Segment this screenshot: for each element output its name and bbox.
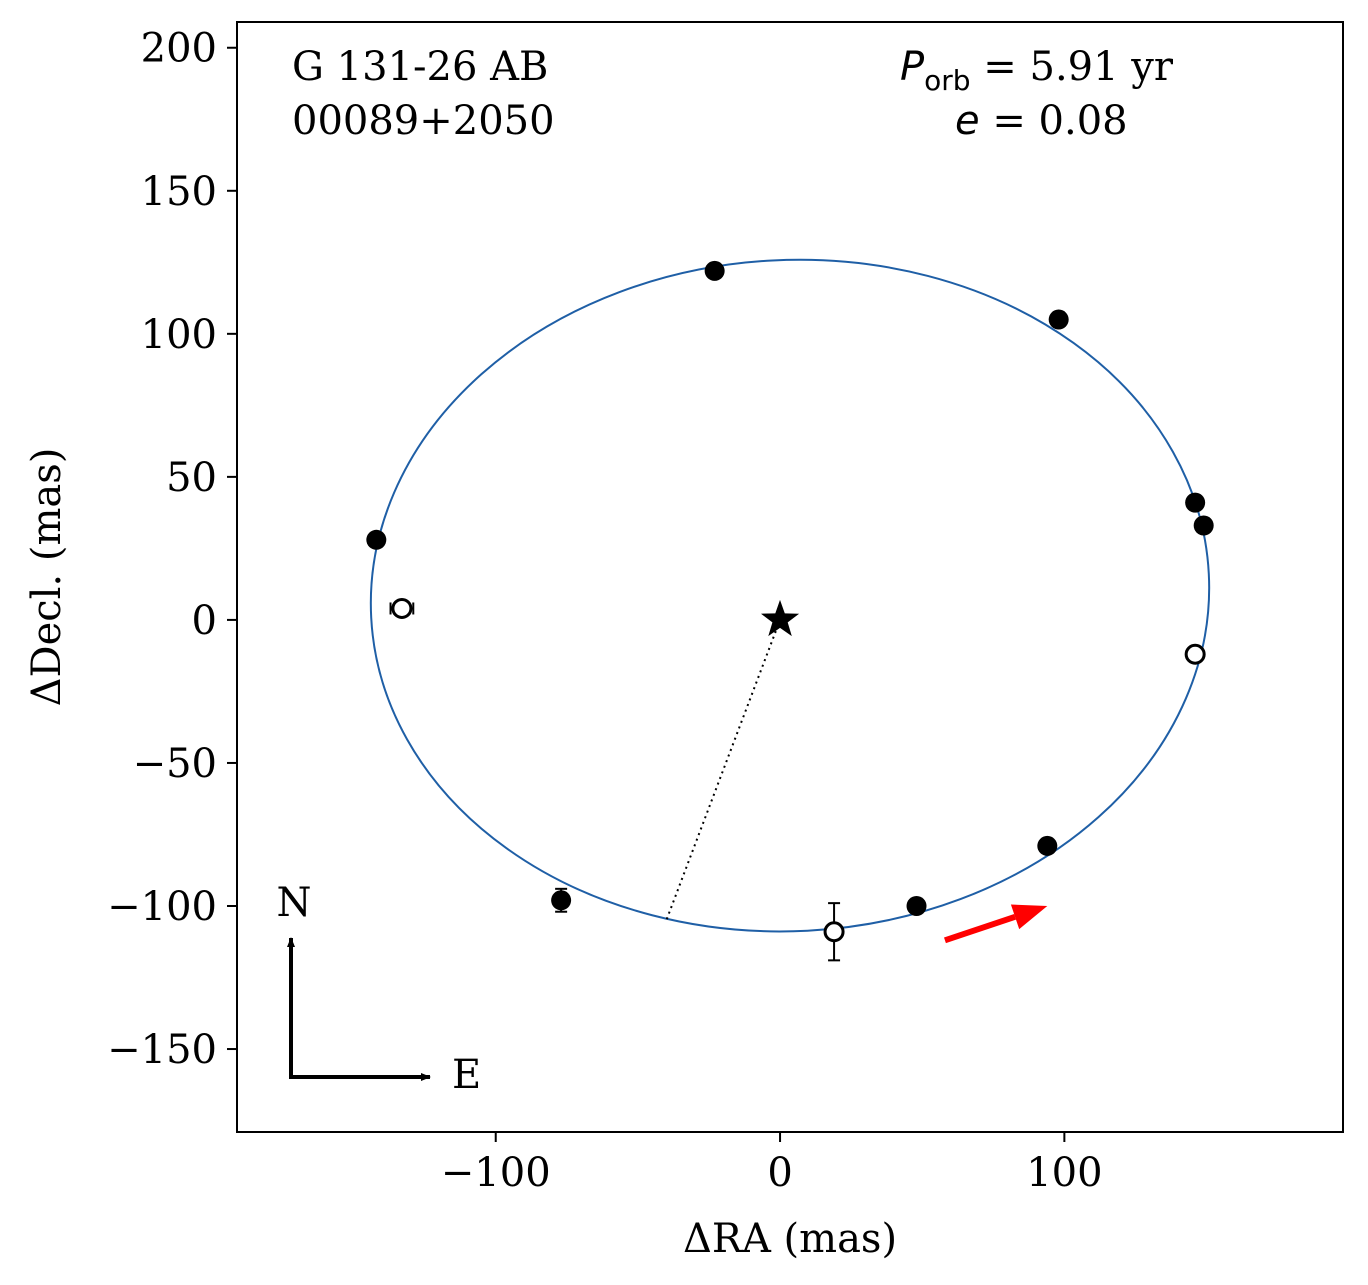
data-point-open-2 xyxy=(823,921,845,943)
plot-area xyxy=(366,258,1214,962)
y-tick-label-6: −100 xyxy=(107,884,217,930)
x-axis: −100 0 100 xyxy=(441,1132,1103,1196)
period-subscript: orb xyxy=(924,64,970,97)
y-tick-label-0: 200 xyxy=(141,26,217,72)
period-annotation: Porb = 5.91 yr xyxy=(900,44,1174,97)
data-point-filled-0 xyxy=(704,260,725,281)
system-id: 00089+2050 xyxy=(292,98,555,144)
eccentricity-annotation: e = 0.08 xyxy=(955,98,1128,144)
period-symbol: P xyxy=(900,44,925,90)
y-axis-label: ΔDecl. (mas) xyxy=(24,448,70,707)
system-name: G 131-26 AB xyxy=(292,44,548,90)
data-point-filled-3 xyxy=(1185,492,1206,513)
x-tick-label-1: 0 xyxy=(767,1150,792,1196)
data-point-open-0 xyxy=(391,597,413,619)
y-tick-label-5: −50 xyxy=(133,741,217,787)
orbit-ellipse xyxy=(369,258,1211,933)
y-tick-label-1: 150 xyxy=(141,169,217,215)
primary-star-marker xyxy=(761,599,800,637)
data-point-filled-6 xyxy=(906,895,927,916)
data-point-filled-2 xyxy=(366,529,387,550)
x-tick-label-2: 100 xyxy=(1026,1150,1102,1196)
east-label: E xyxy=(452,1052,481,1098)
period-value: = 5.91 yr xyxy=(971,44,1174,90)
y-tick-label-7: −150 xyxy=(107,1027,217,1073)
y-axis: 200 150 100 50 0 −50 −100 −150 xyxy=(107,26,237,1073)
y-tick-label-2: 100 xyxy=(141,312,217,358)
x-axis-label: ΔRA (mas) xyxy=(683,1216,897,1262)
x-tick-label-0: −100 xyxy=(441,1150,551,1196)
compass: N E xyxy=(277,880,482,1098)
ecc-value: = 0.08 xyxy=(980,98,1128,144)
y-tick-label-3: 50 xyxy=(166,455,217,501)
motion-direction-arrow-head xyxy=(1010,904,1048,930)
ecc-symbol: e xyxy=(955,98,980,144)
data-point-filled-4 xyxy=(1193,515,1214,536)
data-point-filled-5 xyxy=(1037,835,1058,856)
motion-direction-arrow-shaft xyxy=(943,913,1017,944)
data-point-open-1 xyxy=(1184,643,1206,665)
node-line xyxy=(665,619,781,921)
y-tick-label-4: 0 xyxy=(192,598,217,644)
data-point-filled-7 xyxy=(551,890,572,911)
north-label: N xyxy=(277,880,312,926)
data-point-filled-1 xyxy=(1048,309,1069,330)
plot-frame xyxy=(236,21,1344,1133)
